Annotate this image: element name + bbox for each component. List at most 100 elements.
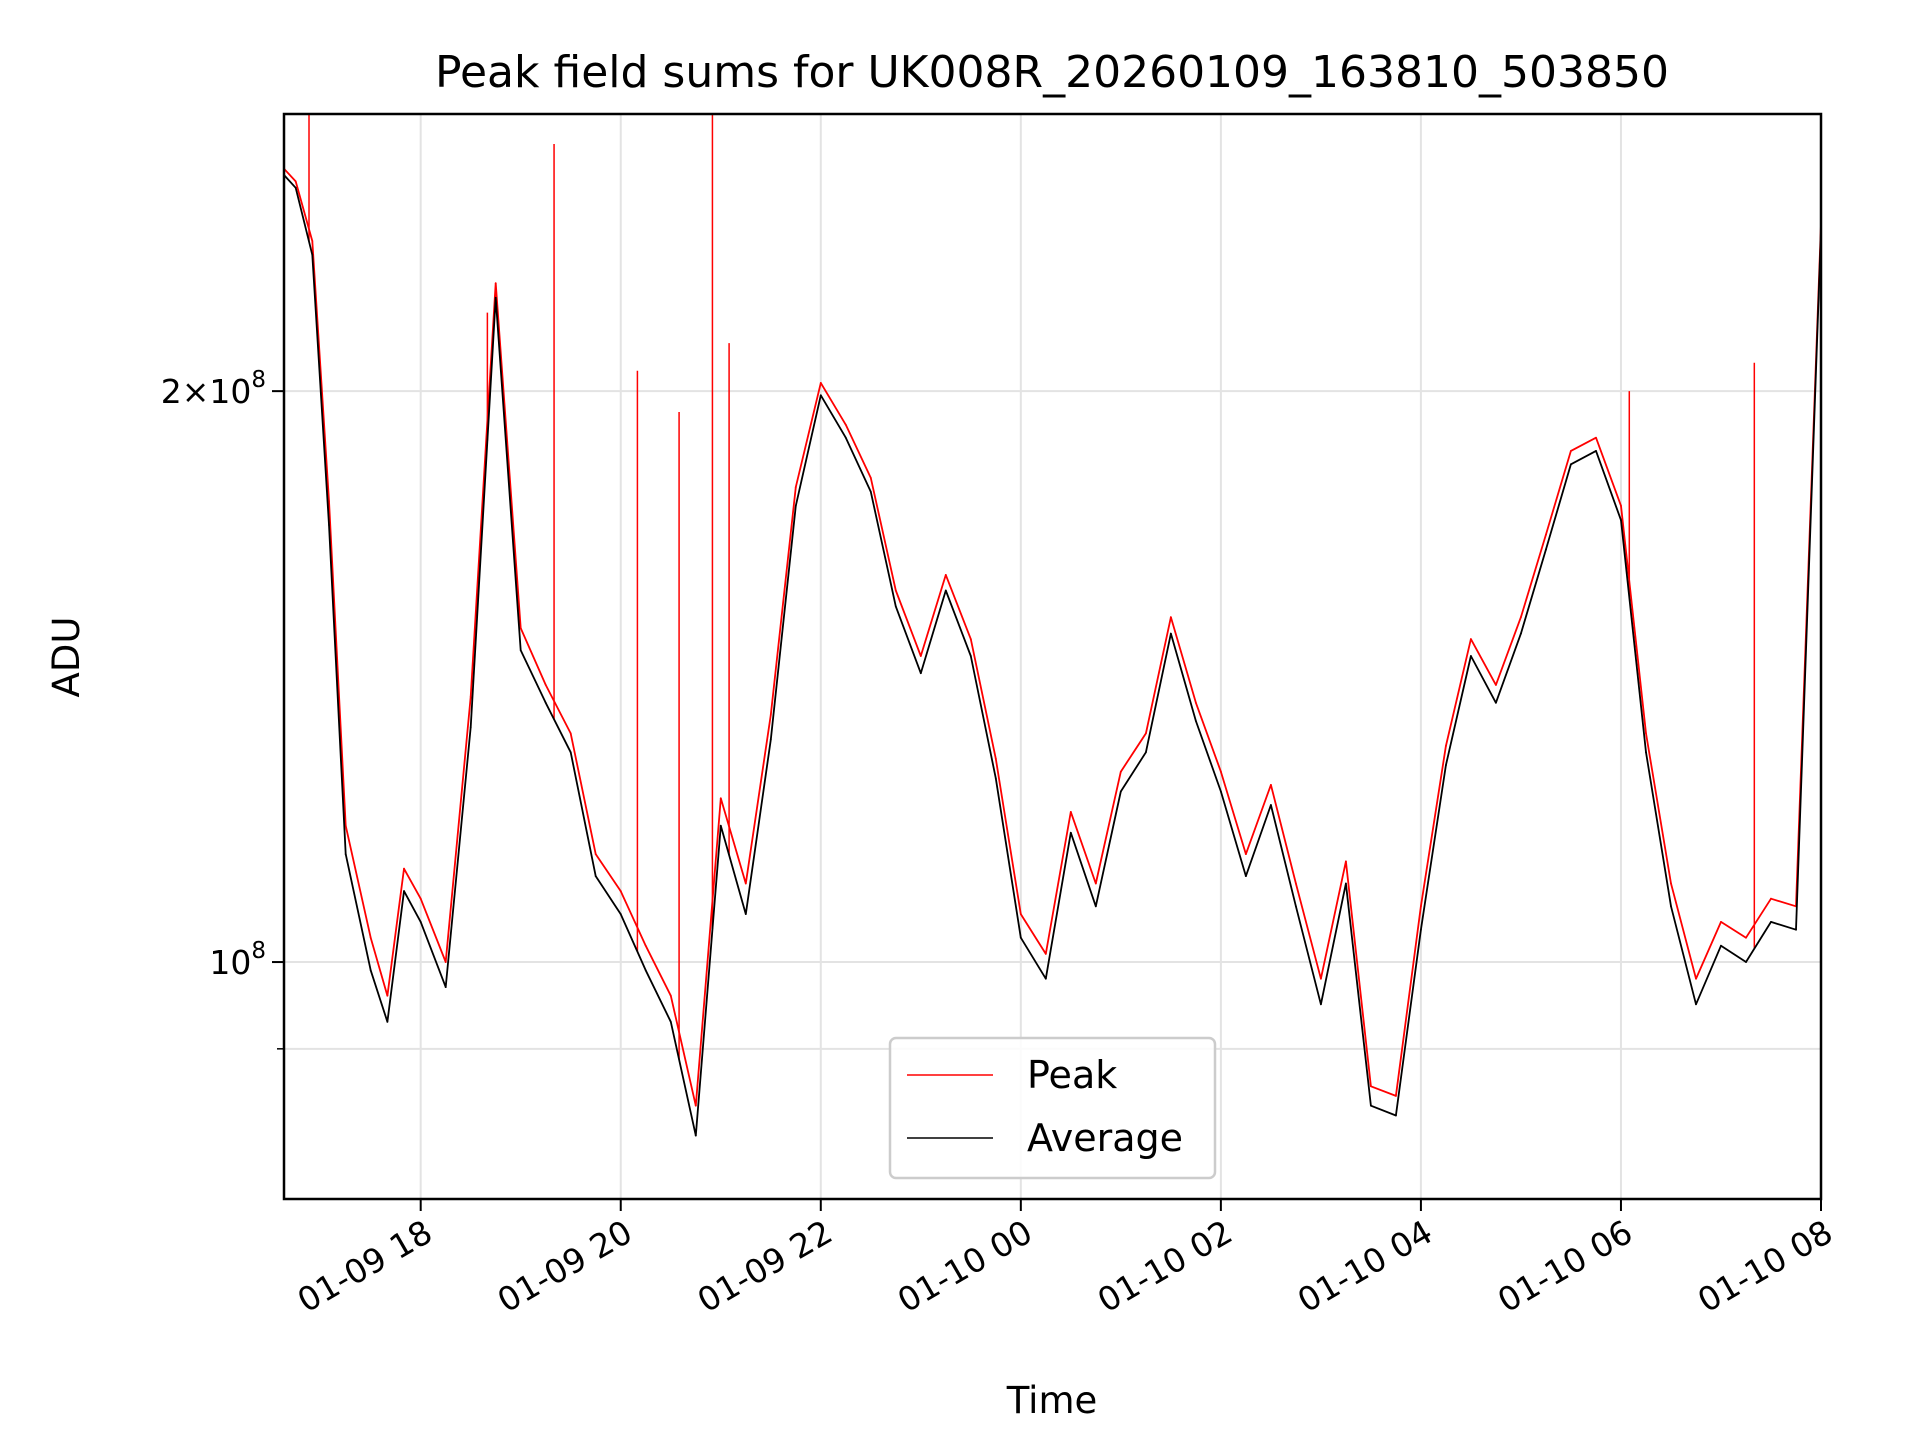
data-point-average (1595, 450, 1597, 452)
data-point-average (1069, 831, 1072, 834)
plot-frame (282, 112, 1823, 1201)
data-point-peak (419, 897, 422, 900)
data-point-average (969, 655, 972, 657)
data-point-average (1294, 905, 1297, 908)
data-point-peak (1745, 936, 1747, 939)
data-point-average (919, 672, 922, 675)
data-point-average (769, 738, 772, 741)
data-point-peak (386, 994, 389, 997)
data-point-average (328, 524, 330, 526)
data-point-peak (719, 797, 722, 800)
data-point-peak (1019, 913, 1022, 915)
data-point-average (1770, 920, 1772, 923)
data-point-average (519, 649, 522, 652)
y-axis-label: ADU (45, 617, 88, 698)
data-point-peak (1370, 1085, 1372, 1088)
data-point-peak (1470, 638, 1472, 641)
data-point-average (1470, 655, 1472, 657)
data-point-average (794, 504, 797, 507)
data-point-peak (1495, 684, 1497, 686)
data-point-peak (1044, 952, 1047, 955)
data-point-peak (619, 890, 622, 892)
data-point-peak (1645, 732, 1647, 735)
data-point-peak (994, 757, 997, 760)
series-group (284, 114, 1821, 1137)
data-point-average (1695, 1003, 1697, 1006)
y-tick-label: 108 (209, 938, 266, 982)
data-point-peak (969, 638, 972, 641)
data-point-peak (294, 180, 297, 183)
data-point-peak (794, 486, 797, 489)
data-point-peak (1395, 1095, 1397, 1097)
data-point-average (1019, 936, 1022, 939)
data-point-average (403, 890, 405, 892)
data-point-peak (769, 713, 772, 716)
data-point-peak (403, 867, 405, 870)
data-point-peak (1670, 882, 1672, 885)
data-point-peak (1219, 770, 1222, 773)
data-point-average (594, 875, 597, 877)
data-point-peak (1770, 897, 1772, 900)
data-point-average (1395, 1114, 1397, 1117)
data-point-average (944, 589, 947, 592)
data-point-peak (1294, 882, 1297, 885)
data-point-average (1044, 977, 1047, 980)
y-tick-label: 2×108 (161, 367, 266, 411)
data-point-average (994, 777, 997, 780)
data-point-average (694, 1134, 697, 1137)
data-point-average (719, 824, 722, 827)
data-point-average (869, 490, 872, 493)
data-point-peak (1194, 701, 1197, 704)
data-point-average (1795, 928, 1797, 931)
grid (284, 114, 1822, 1199)
data-point-average (1720, 944, 1722, 947)
data-point-peak (494, 282, 497, 285)
data-point-peak (1169, 616, 1172, 619)
data-point-average (619, 913, 622, 915)
data-point-peak (1620, 504, 1622, 507)
data-point-average (1119, 790, 1122, 793)
data-point-average (1670, 905, 1672, 908)
data-point-average (469, 726, 472, 729)
data-point-average (1420, 928, 1422, 931)
data-point-average (1520, 632, 1522, 635)
data-point-peak (669, 994, 672, 997)
data-point-average (1545, 548, 1547, 551)
data-point-peak (1445, 745, 1447, 747)
data-point-average (1620, 519, 1622, 522)
data-point-peak (694, 1104, 697, 1107)
data-point-average (544, 701, 547, 704)
data-point-peak (1570, 450, 1572, 452)
data-point-average (1745, 961, 1747, 963)
data-point-peak (869, 477, 872, 479)
x-axis-label: Time (1006, 1379, 1098, 1422)
data-point-peak (1595, 436, 1597, 439)
data-point-average (744, 913, 747, 915)
data-point-average (1319, 1003, 1322, 1006)
data-point-average (1094, 905, 1097, 908)
data-point-peak (594, 853, 597, 856)
data-point-peak (944, 574, 947, 576)
data-point-peak (894, 589, 897, 592)
data-point-average (644, 969, 647, 972)
data-point-average (569, 751, 572, 754)
chart-title: Peak field sums for UK008R_20260109_1638… (435, 47, 1669, 98)
data-point-average (1645, 751, 1647, 754)
data-point-average (419, 920, 422, 923)
data-point-peak (569, 732, 572, 735)
data-point-peak (444, 961, 447, 963)
data-point-peak (744, 882, 747, 885)
legend: Peak Average (888, 1036, 1217, 1180)
data-point-peak (1269, 783, 1272, 786)
data-point-average (1344, 882, 1347, 885)
data-point-peak (1420, 905, 1422, 908)
data-point-average (894, 605, 897, 608)
data-point-peak (1069, 810, 1072, 813)
data-point-average (1219, 790, 1222, 793)
data-point-peak (644, 944, 647, 947)
data-point-peak (1319, 977, 1322, 980)
data-point-peak (469, 695, 472, 698)
data-point-peak (344, 824, 347, 827)
data-point-peak (1344, 860, 1347, 863)
